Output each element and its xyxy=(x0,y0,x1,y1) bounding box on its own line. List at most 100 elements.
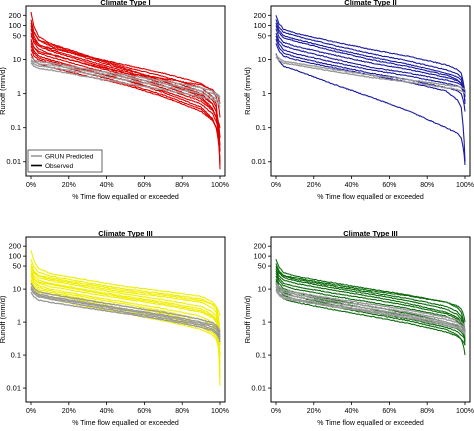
y-tick-label: 1 xyxy=(17,318,21,327)
predicted-series-line xyxy=(275,54,466,91)
predicted-series-line xyxy=(30,62,221,108)
predicted-series-line xyxy=(275,283,466,330)
plot-frame xyxy=(270,5,471,177)
observed-series-line xyxy=(275,28,466,92)
predicted-series-line xyxy=(30,287,221,338)
x-tick-label: 100% xyxy=(456,182,474,189)
y-tick-label: 10 xyxy=(13,55,21,64)
x-tick-label: 20% xyxy=(307,182,321,189)
x-tick-label: 40% xyxy=(345,408,359,415)
observed-series-line xyxy=(30,11,221,170)
observed-series-line xyxy=(275,53,466,166)
x-tick-label: 0% xyxy=(271,408,281,415)
chart-title: Climate Type III xyxy=(98,229,152,238)
observed-series-line xyxy=(30,40,221,105)
plot-frame xyxy=(270,236,471,403)
x-tick-label: 100% xyxy=(211,182,229,189)
predicted-series-line xyxy=(30,291,221,343)
x-tick-label: 80% xyxy=(420,408,434,415)
observed-series-line xyxy=(275,267,466,323)
y-tick-label: 0.01 xyxy=(251,157,266,166)
observed-series-line xyxy=(30,273,221,373)
y-axis-label: Runoff (mm/d) xyxy=(243,67,252,115)
observed-series-line xyxy=(275,15,466,97)
y-tick-label: 100 xyxy=(253,252,266,261)
x-tick-label: 0% xyxy=(271,182,281,189)
observed-series-line xyxy=(30,35,221,118)
observed-series-line xyxy=(30,270,221,379)
predicted-series-line xyxy=(30,60,221,105)
x-tick-label: 40% xyxy=(100,182,114,189)
y-tick-label: 0.01 xyxy=(251,384,266,393)
observed-series-line xyxy=(275,35,466,98)
plot-frame xyxy=(25,236,226,403)
observed-series-line xyxy=(30,45,221,162)
x-axis-label: % Time flow equalled or exceeded xyxy=(317,194,424,201)
y-axis-label: Runoff (mm/d) xyxy=(0,295,7,343)
observed-series-line xyxy=(30,250,221,333)
y-tick-label: 100 xyxy=(8,21,21,30)
chart-title: Climate Type I xyxy=(100,0,150,7)
observed-series-line xyxy=(275,273,466,333)
y-tick-label: 200 xyxy=(253,11,266,20)
x-axis-label: % Time flow equalled or exceeded xyxy=(72,194,179,201)
y-tick-label: 100 xyxy=(8,252,21,261)
x-tick-label: 100% xyxy=(456,408,474,415)
predicted-series-line xyxy=(30,286,221,336)
observed-series-line xyxy=(275,38,466,112)
y-tick-label: 200 xyxy=(8,11,21,20)
y-tick-label: 50 xyxy=(13,31,21,40)
x-tick-label: 60% xyxy=(137,182,151,189)
legend-observed-label: Observed xyxy=(45,163,74,170)
plot-area xyxy=(275,15,466,166)
observed-series-line xyxy=(30,263,221,346)
y-tick-label: 1 xyxy=(262,89,266,98)
y-tick-label: 200 xyxy=(253,242,266,251)
plot-area xyxy=(30,11,221,170)
predicted-series-line xyxy=(30,56,221,98)
x-tick-label: 60% xyxy=(137,408,151,415)
observed-series-line xyxy=(275,270,466,346)
x-tick-label: 20% xyxy=(62,408,76,415)
plot-area xyxy=(30,250,221,386)
observed-series-line xyxy=(275,19,466,94)
y-tick-label: 10 xyxy=(258,55,266,64)
chart-title: Climate Type II xyxy=(344,0,396,7)
predicted-series-line xyxy=(275,288,466,334)
x-tick-label: 20% xyxy=(62,182,76,189)
plot-area xyxy=(275,259,466,356)
predicted-series-line xyxy=(30,59,221,100)
observed-series-line xyxy=(275,22,466,104)
predicted-series-line xyxy=(30,282,221,333)
y-tick-label: 0.01 xyxy=(6,157,21,166)
x-tick-label: 40% xyxy=(100,408,114,415)
x-tick-label: 0% xyxy=(26,182,36,189)
x-tick-label: 40% xyxy=(345,182,359,189)
observed-series-line xyxy=(30,25,221,162)
x-tick-label: 80% xyxy=(175,182,189,189)
y-tick-label: 100 xyxy=(253,21,266,30)
y-tick-label: 0.01 xyxy=(6,384,21,393)
observed-series-line xyxy=(30,259,221,340)
x-tick-label: 60% xyxy=(382,182,396,189)
observed-series-line xyxy=(275,43,466,162)
observed-series-line xyxy=(30,274,221,386)
y-tick-label: 50 xyxy=(258,31,266,40)
y-axis-label: Runoff (mm/d) xyxy=(0,67,7,115)
predicted-series-line xyxy=(275,290,466,336)
chart-title: Climate Type III xyxy=(343,229,397,238)
y-tick-label: 0.1 xyxy=(11,351,21,360)
legend-predicted-label: GRUN Predicted xyxy=(45,154,94,161)
x-tick-label: 80% xyxy=(175,408,189,415)
x-tick-label: 20% xyxy=(307,408,321,415)
observed-series-line xyxy=(275,32,466,94)
observed-series-line xyxy=(30,267,221,317)
x-tick-label: 100% xyxy=(211,408,229,415)
x-tick-label: 0% xyxy=(26,408,36,415)
predicted-series-line xyxy=(275,282,466,328)
